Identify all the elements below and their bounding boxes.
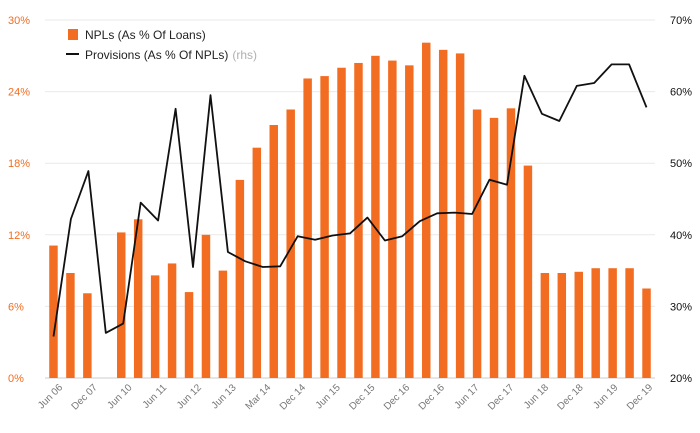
legend: NPLs (As % Of Loans) Provisions (As % Of… — [66, 28, 257, 62]
legend-label-provisions: Provisions (As % Of NPLs) (rhs) — [85, 48, 257, 62]
bar-npls — [388, 60, 397, 378]
x-tick-label: Mar 14 — [244, 382, 274, 412]
x-tick-label: Jun 10 — [106, 382, 135, 411]
x-tick-label: Jun 11 — [141, 382, 170, 411]
x-tick-label: Dec 14 — [278, 382, 308, 412]
x-tick-label: Dec 16 — [382, 382, 412, 412]
bar-npls — [184, 292, 194, 378]
x-tick-label: Dec 07 — [70, 382, 100, 412]
bar-npls — [167, 263, 177, 378]
bar-npls — [320, 76, 329, 378]
bar-npls — [608, 268, 617, 378]
x-tick-label: Jun 18 — [522, 382, 551, 411]
bar-npls — [117, 232, 126, 378]
x-tick-label: Jun 13 — [210, 382, 239, 411]
x-tick-label: Jun 12 — [175, 382, 204, 411]
bar-npls — [354, 62, 363, 379]
legend-label-provisions-note: (rhs) — [232, 48, 257, 62]
legend-label-provisions-name: Provisions (As % Of NPLs) — [85, 48, 228, 62]
bar-npls — [150, 275, 160, 378]
bar-npls — [625, 268, 634, 378]
y-left-tick-label: 6% — [8, 301, 24, 313]
y-left-tick-label: 18% — [8, 158, 30, 170]
bar-npls — [371, 55, 380, 379]
x-tick-label: Jun 15 — [314, 382, 343, 411]
x-tick-label: Dec 16 — [417, 382, 447, 412]
bar-npls — [523, 165, 533, 378]
bar-npls — [252, 147, 262, 378]
bar-npls — [455, 53, 465, 379]
y-axis-left: 0% 6% 12% 18% 24% 30% — [8, 15, 30, 385]
bar-npls — [489, 117, 499, 378]
bar-npls — [642, 288, 651, 378]
y-axis-right: 20% 30% 40% 50% 60% 70% — [670, 15, 692, 385]
x-tick-label: Jun 06 — [36, 382, 65, 411]
bar-npls — [49, 245, 58, 378]
x-tick-label: Dec 15 — [347, 382, 377, 412]
y-left-tick-label: 12% — [8, 230, 30, 242]
x-tick-label: Jun 19 — [591, 382, 620, 411]
bar-npls — [557, 272, 567, 378]
bar-npls — [201, 234, 211, 378]
line-provisions — [52, 63, 648, 337]
bar-npls — [303, 78, 312, 379]
x-tick-label: Dec 19 — [625, 382, 655, 412]
x-tick-label: Dec 17 — [486, 382, 516, 412]
bar-npls — [506, 108, 516, 378]
y-right-tick-label: 40% — [670, 230, 692, 242]
y-left-tick-label: 0% — [8, 373, 24, 385]
bar-npls — [235, 179, 245, 378]
bar-npls — [133, 219, 143, 378]
y-right-tick-label: 20% — [670, 373, 692, 385]
bar-npls — [422, 42, 431, 378]
gridlines — [45, 19, 655, 379]
y-right-tick-label: 70% — [670, 15, 692, 27]
y-right-tick-label: 30% — [670, 301, 692, 313]
bar-npls — [218, 270, 228, 378]
x-tick-label: Dec 18 — [556, 382, 586, 412]
bar-npls — [540, 272, 550, 378]
bar-npls — [591, 268, 600, 378]
legend-swatch-npls — [68, 29, 78, 40]
bar-npls — [405, 65, 414, 378]
bar-npls — [574, 271, 583, 378]
x-tick-label: Jun 17 — [453, 382, 482, 411]
line-series-provisions — [52, 63, 648, 337]
bar-npls — [269, 125, 278, 378]
y-left-tick-label: 30% — [8, 15, 30, 27]
y-left-tick-label: 24% — [8, 87, 30, 99]
bar-npls — [83, 293, 92, 378]
x-axis: Jun 06 Dec 07 Jun 10 Jun 11 Jun 12 Jun 13 Mar … — [36, 382, 655, 412]
y-right-tick-label: 60% — [670, 87, 692, 99]
y-right-tick-label: 50% — [670, 158, 692, 170]
bar-npls — [286, 109, 295, 378]
bar-npls — [472, 109, 482, 378]
legend-label-npls: NPLs (As % Of Loans) — [85, 28, 206, 42]
bar-npls — [337, 67, 346, 378]
bar-npls — [66, 272, 75, 378]
